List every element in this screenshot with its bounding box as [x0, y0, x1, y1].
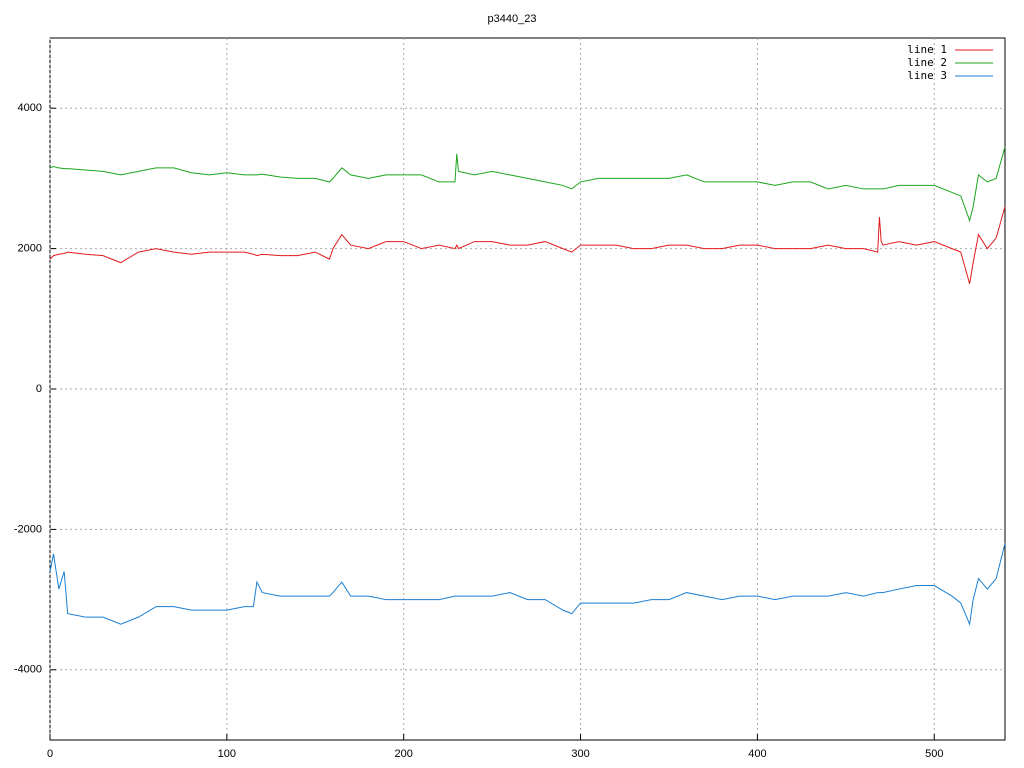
legend-label: line 1: [907, 43, 947, 56]
x-tick-label: 300: [571, 748, 589, 760]
y-tick-label: 4000: [18, 102, 42, 114]
x-tick-label: 200: [395, 748, 413, 760]
x-tick-label: 400: [748, 748, 766, 760]
legend-label: line 2: [907, 56, 947, 69]
y-tick-label: -2000: [14, 523, 42, 535]
x-tick-label: 100: [218, 748, 236, 760]
data-line: [49, 146, 1006, 223]
x-tick-label: 0: [47, 748, 53, 760]
y-tick-label: -4000: [14, 664, 42, 676]
data-line: [49, 543, 1006, 627]
y-tick-label: 0: [36, 383, 42, 395]
chart-title: p3440_23: [488, 13, 537, 25]
data-line: [49, 206, 1006, 284]
x-tick-label: 500: [925, 748, 943, 760]
legend-label: line 3: [907, 69, 947, 82]
y-tick-label: 2000: [18, 243, 42, 255]
